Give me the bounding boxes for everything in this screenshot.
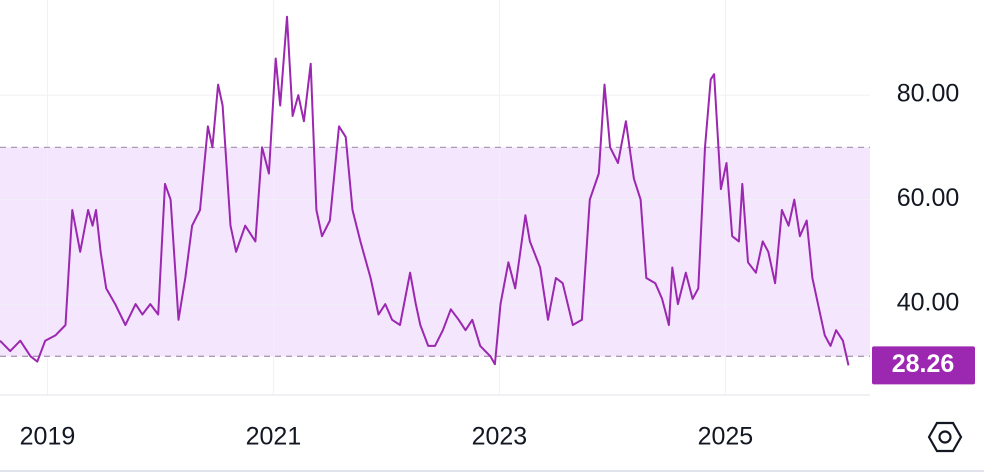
- y-tick-label: 40.00: [897, 289, 960, 317]
- band-fill: [0, 147, 870, 357]
- y-tick-label: 80.00: [897, 80, 960, 108]
- x-tick-label: 2021: [246, 423, 302, 451]
- y-tick-label: 60.00: [897, 184, 960, 212]
- settings-button[interactable]: [927, 421, 963, 453]
- x-tick-label: 2025: [698, 423, 754, 451]
- settings-icon-center: [938, 430, 952, 444]
- x-tick-label: 2019: [20, 423, 76, 451]
- line: [0, 15, 850, 366]
- last-value-label: 28.26: [892, 350, 955, 378]
- settings-icon: [927, 421, 963, 453]
- last-value-box: [872, 346, 975, 385]
- x-tick-label: 2023: [472, 423, 528, 451]
